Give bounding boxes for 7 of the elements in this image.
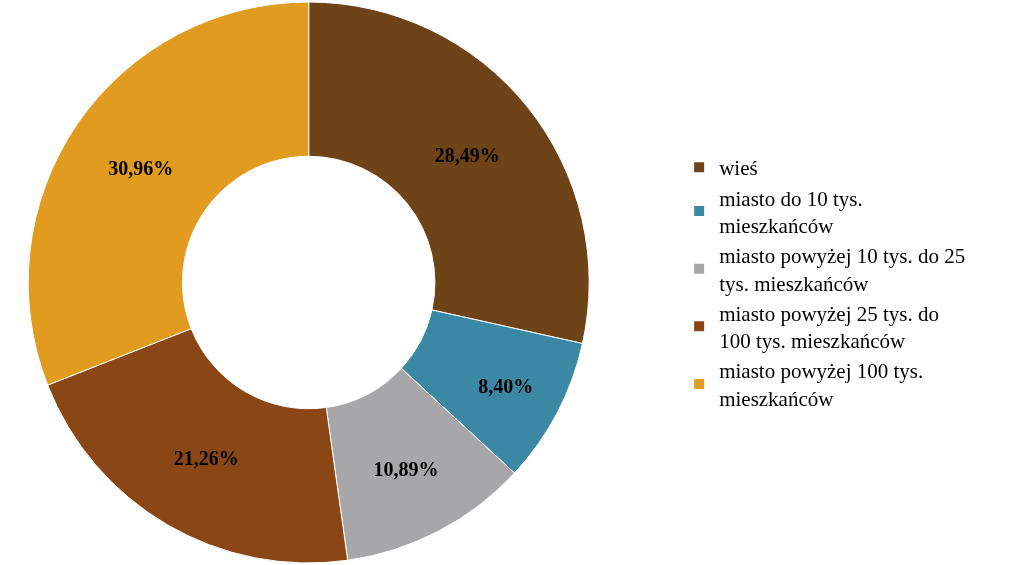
data-label: 10,89% xyxy=(373,457,439,480)
legend-label: wieś xyxy=(719,156,758,181)
data-label: 8,40% xyxy=(478,374,534,397)
legend-label: miasto powyżej 100 tys. mieszkańców xyxy=(719,359,924,411)
data-label: 28,49% xyxy=(434,144,500,167)
data-label: 21,26% xyxy=(173,447,239,470)
data-label: 30,96% xyxy=(108,156,174,179)
